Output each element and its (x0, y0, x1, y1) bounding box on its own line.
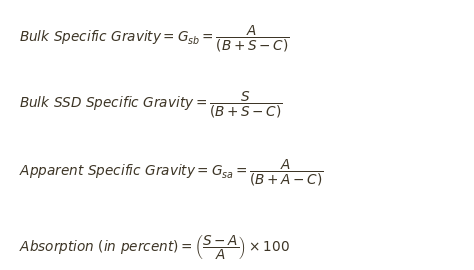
Text: $\mathit{Apparent\ Specific\ Gravity} = G_{sa} = \dfrac{A}{(B+A-C)}$: $\mathit{Apparent\ Specific\ Gravity} = … (19, 157, 324, 188)
Text: $\mathit{Bulk\ SSD\ Specific\ Gravity} = \dfrac{S}{(B+S-C)}$: $\mathit{Bulk\ SSD\ Specific\ Gravity} =… (19, 90, 283, 120)
Text: $\mathit{Absorption\ (in\ percent)} = \left(\dfrac{S-A}{A}\right)\times 100$: $\mathit{Absorption\ (in\ percent)} = \l… (19, 234, 290, 262)
Text: $\mathit{Bulk\ Specific\ Gravity} = G_{sb} = \dfrac{A}{(B+S-C)}$: $\mathit{Bulk\ Specific\ Gravity} = G_{s… (19, 24, 289, 54)
